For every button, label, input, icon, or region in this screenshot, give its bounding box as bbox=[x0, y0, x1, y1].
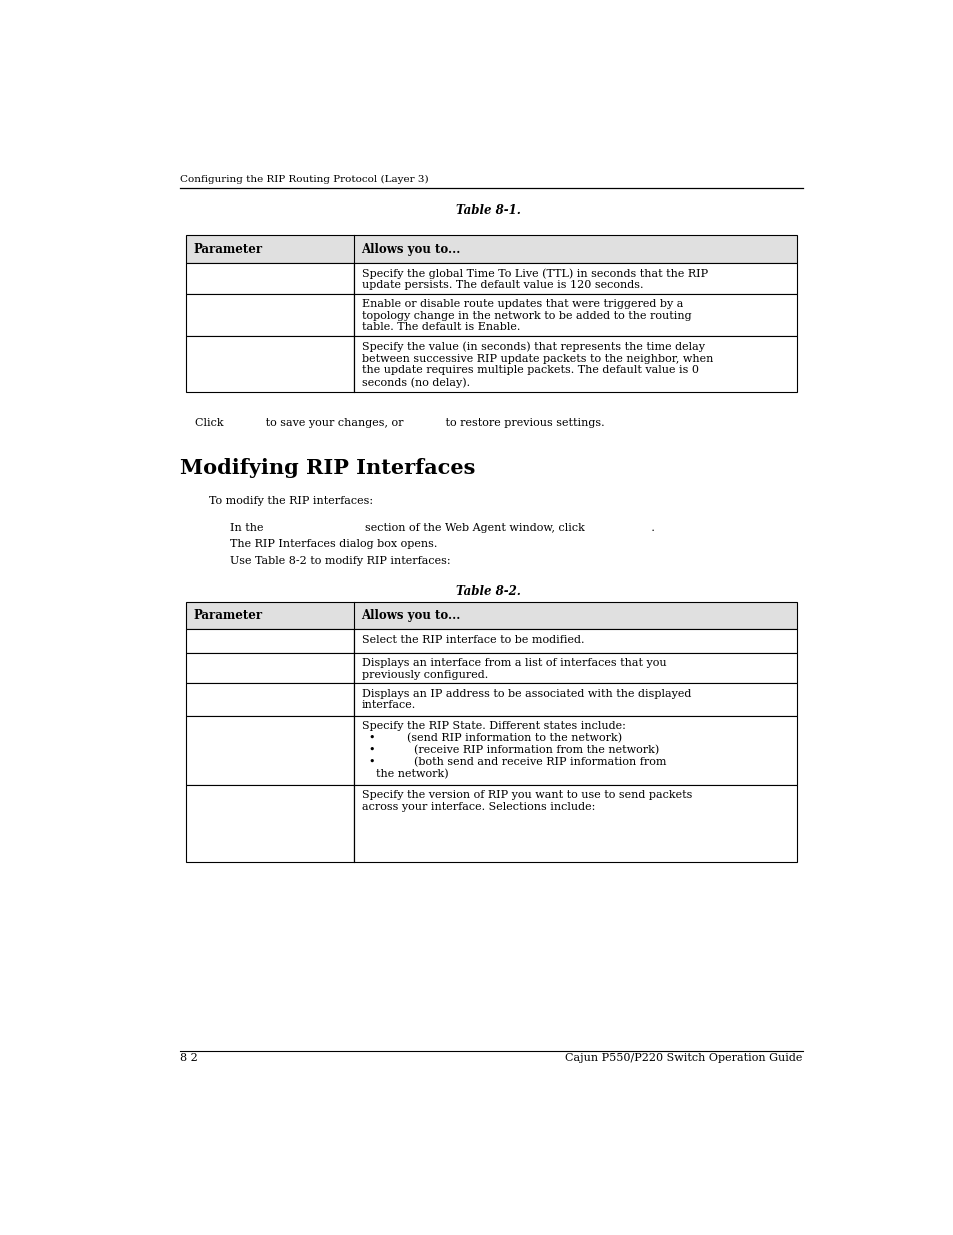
Text: Displays an interface from a list of interfaces that you
previously configured.: Displays an interface from a list of int… bbox=[361, 658, 665, 679]
Text: Configuring the RIP Routing Protocol (Layer 3): Configuring the RIP Routing Protocol (La… bbox=[179, 175, 428, 184]
Bar bbox=[186, 716, 354, 785]
Text: Table 8-1.: Table 8-1. bbox=[456, 204, 521, 216]
Text: Allows you to...: Allows you to... bbox=[361, 242, 460, 256]
Text: Enable or disable route updates that were triggered by a
topology change in the : Enable or disable route updates that wer… bbox=[361, 299, 691, 332]
Bar bbox=[186, 683, 354, 716]
Bar bbox=[354, 785, 796, 862]
Text: Displays an IP address to be associated with the displayed
interface.: Displays an IP address to be associated … bbox=[361, 689, 690, 710]
Bar bbox=[354, 263, 796, 294]
Bar bbox=[186, 294, 354, 336]
Bar bbox=[354, 630, 796, 652]
Bar bbox=[354, 294, 796, 336]
Text: Specify the global Time To Live (TTL) in seconds that the RIP
update persists. T: Specify the global Time To Live (TTL) in… bbox=[361, 268, 707, 290]
Bar bbox=[354, 716, 796, 785]
Bar bbox=[186, 601, 796, 630]
Text: Click            to save your changes, or            to restore previous setting: Click to save your changes, or to restor… bbox=[195, 417, 604, 427]
Bar bbox=[186, 785, 354, 862]
Bar bbox=[186, 652, 354, 683]
Text: Cajun P550/P220 Switch Operation Guide: Cajun P550/P220 Switch Operation Guide bbox=[565, 1053, 802, 1063]
Text: Select the RIP interface to be modified.: Select the RIP interface to be modified. bbox=[361, 635, 583, 645]
Text: Table 8-2.: Table 8-2. bbox=[456, 585, 521, 598]
Text: Parameter: Parameter bbox=[193, 242, 262, 256]
Bar bbox=[354, 683, 796, 716]
Text: Use Table 8-2 to modify RIP interfaces:: Use Table 8-2 to modify RIP interfaces: bbox=[230, 556, 450, 566]
Bar bbox=[354, 652, 796, 683]
Text: In the                             section of the Web Agent window, click       : In the section of the Web Agent window, … bbox=[230, 524, 655, 534]
Text: Allows you to...: Allows you to... bbox=[361, 609, 460, 622]
Bar bbox=[186, 235, 796, 263]
Bar bbox=[186, 263, 354, 294]
Text: Specify the RIP State. Different states include:
  •         (send RIP informati: Specify the RIP State. Different states … bbox=[361, 721, 665, 779]
Bar bbox=[354, 336, 796, 391]
Text: 8 2: 8 2 bbox=[179, 1053, 197, 1063]
Text: Specify the value (in seconds) that represents the time delay
between successive: Specify the value (in seconds) that repr… bbox=[361, 341, 712, 388]
Text: To modify the RIP interfaces:: To modify the RIP interfaces: bbox=[209, 496, 373, 506]
Text: Specify the version of RIP you want to use to send packets
across your interface: Specify the version of RIP you want to u… bbox=[361, 790, 691, 869]
Text: Parameter: Parameter bbox=[193, 609, 262, 622]
Bar bbox=[186, 630, 354, 652]
Text: The RIP Interfaces dialog box opens.: The RIP Interfaces dialog box opens. bbox=[230, 538, 437, 548]
Bar bbox=[186, 336, 354, 391]
Text: Modifying RIP Interfaces: Modifying RIP Interfaces bbox=[179, 458, 475, 478]
